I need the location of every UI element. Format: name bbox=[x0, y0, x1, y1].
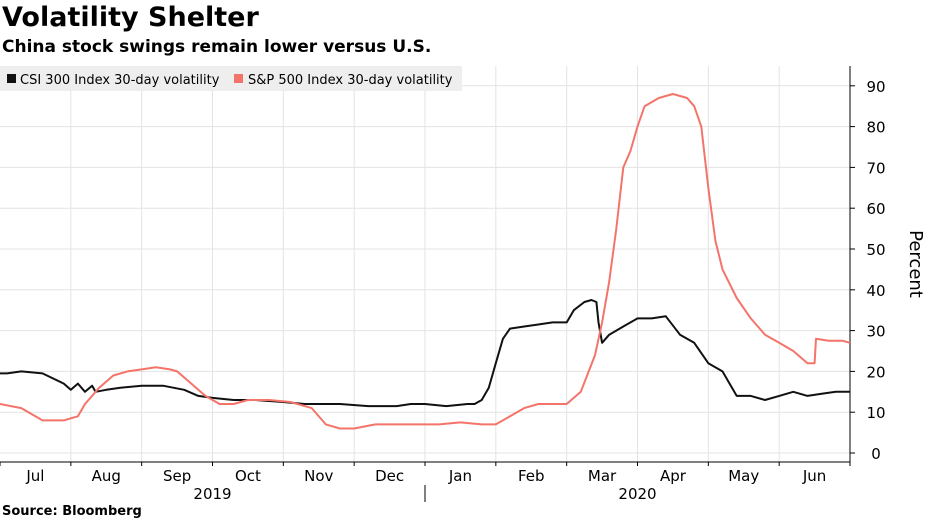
legend-label: CSI 300 Index 30-day volatility bbox=[20, 73, 220, 88]
y-tick-label: 80 bbox=[866, 119, 885, 137]
series-line-csi300 bbox=[0, 299, 850, 408]
legend-background bbox=[0, 66, 462, 91]
x-tick-label: Sep bbox=[163, 467, 191, 485]
y-axis-title: Percent bbox=[905, 230, 926, 298]
x-tick-label: Aug bbox=[92, 467, 121, 485]
x-tick-label: Mar bbox=[588, 467, 617, 485]
source-note: Source: Bloomberg bbox=[2, 504, 142, 519]
y-tick-label: 0 bbox=[871, 445, 881, 463]
y-tick-label: 10 bbox=[866, 404, 885, 422]
y-tick-label: 70 bbox=[866, 159, 885, 177]
series-lines bbox=[0, 93, 851, 430]
y-tick-label: 50 bbox=[866, 241, 885, 259]
x-tick-label: Dec bbox=[375, 467, 404, 485]
x-tick-label: Feb bbox=[518, 467, 545, 485]
x-tick-label: Oct bbox=[235, 467, 261, 485]
year-label: 2019 bbox=[193, 485, 231, 503]
gridlines bbox=[0, 66, 850, 462]
y-tick-label: 40 bbox=[866, 282, 885, 300]
chart-subtitle: China stock swings remain lower versus U… bbox=[2, 37, 432, 57]
y-tick-label: 30 bbox=[866, 323, 885, 341]
x-tick-label: Apr bbox=[660, 467, 687, 485]
series-line-sp500 bbox=[0, 93, 851, 430]
x-tick-label: Nov bbox=[304, 467, 333, 485]
x-tick-label: Jan bbox=[448, 467, 472, 485]
legend-swatch bbox=[234, 74, 243, 83]
year-label: 2020 bbox=[618, 485, 656, 503]
legend-swatch bbox=[7, 74, 16, 83]
axes: 0 10 20 30 40 50 60 70 80 90 Jul Aug Sep Oct Nov Dec Jan… bbox=[0, 66, 926, 503]
y-tick-label: 60 bbox=[866, 200, 885, 218]
y-tick-label: 20 bbox=[866, 363, 885, 381]
x-tick-label: Jun bbox=[802, 467, 826, 485]
x-tick-label: Jul bbox=[25, 467, 44, 485]
x-tick-label: May bbox=[728, 467, 759, 485]
y-tick-label: 90 bbox=[866, 78, 885, 96]
chart-title: Volatility Shelter bbox=[2, 2, 259, 33]
legend-label: S&P 500 Index 30-day volatility bbox=[248, 73, 453, 88]
legend: CSI 300 Index 30-day volatility S&P 500 I… bbox=[0, 66, 462, 91]
